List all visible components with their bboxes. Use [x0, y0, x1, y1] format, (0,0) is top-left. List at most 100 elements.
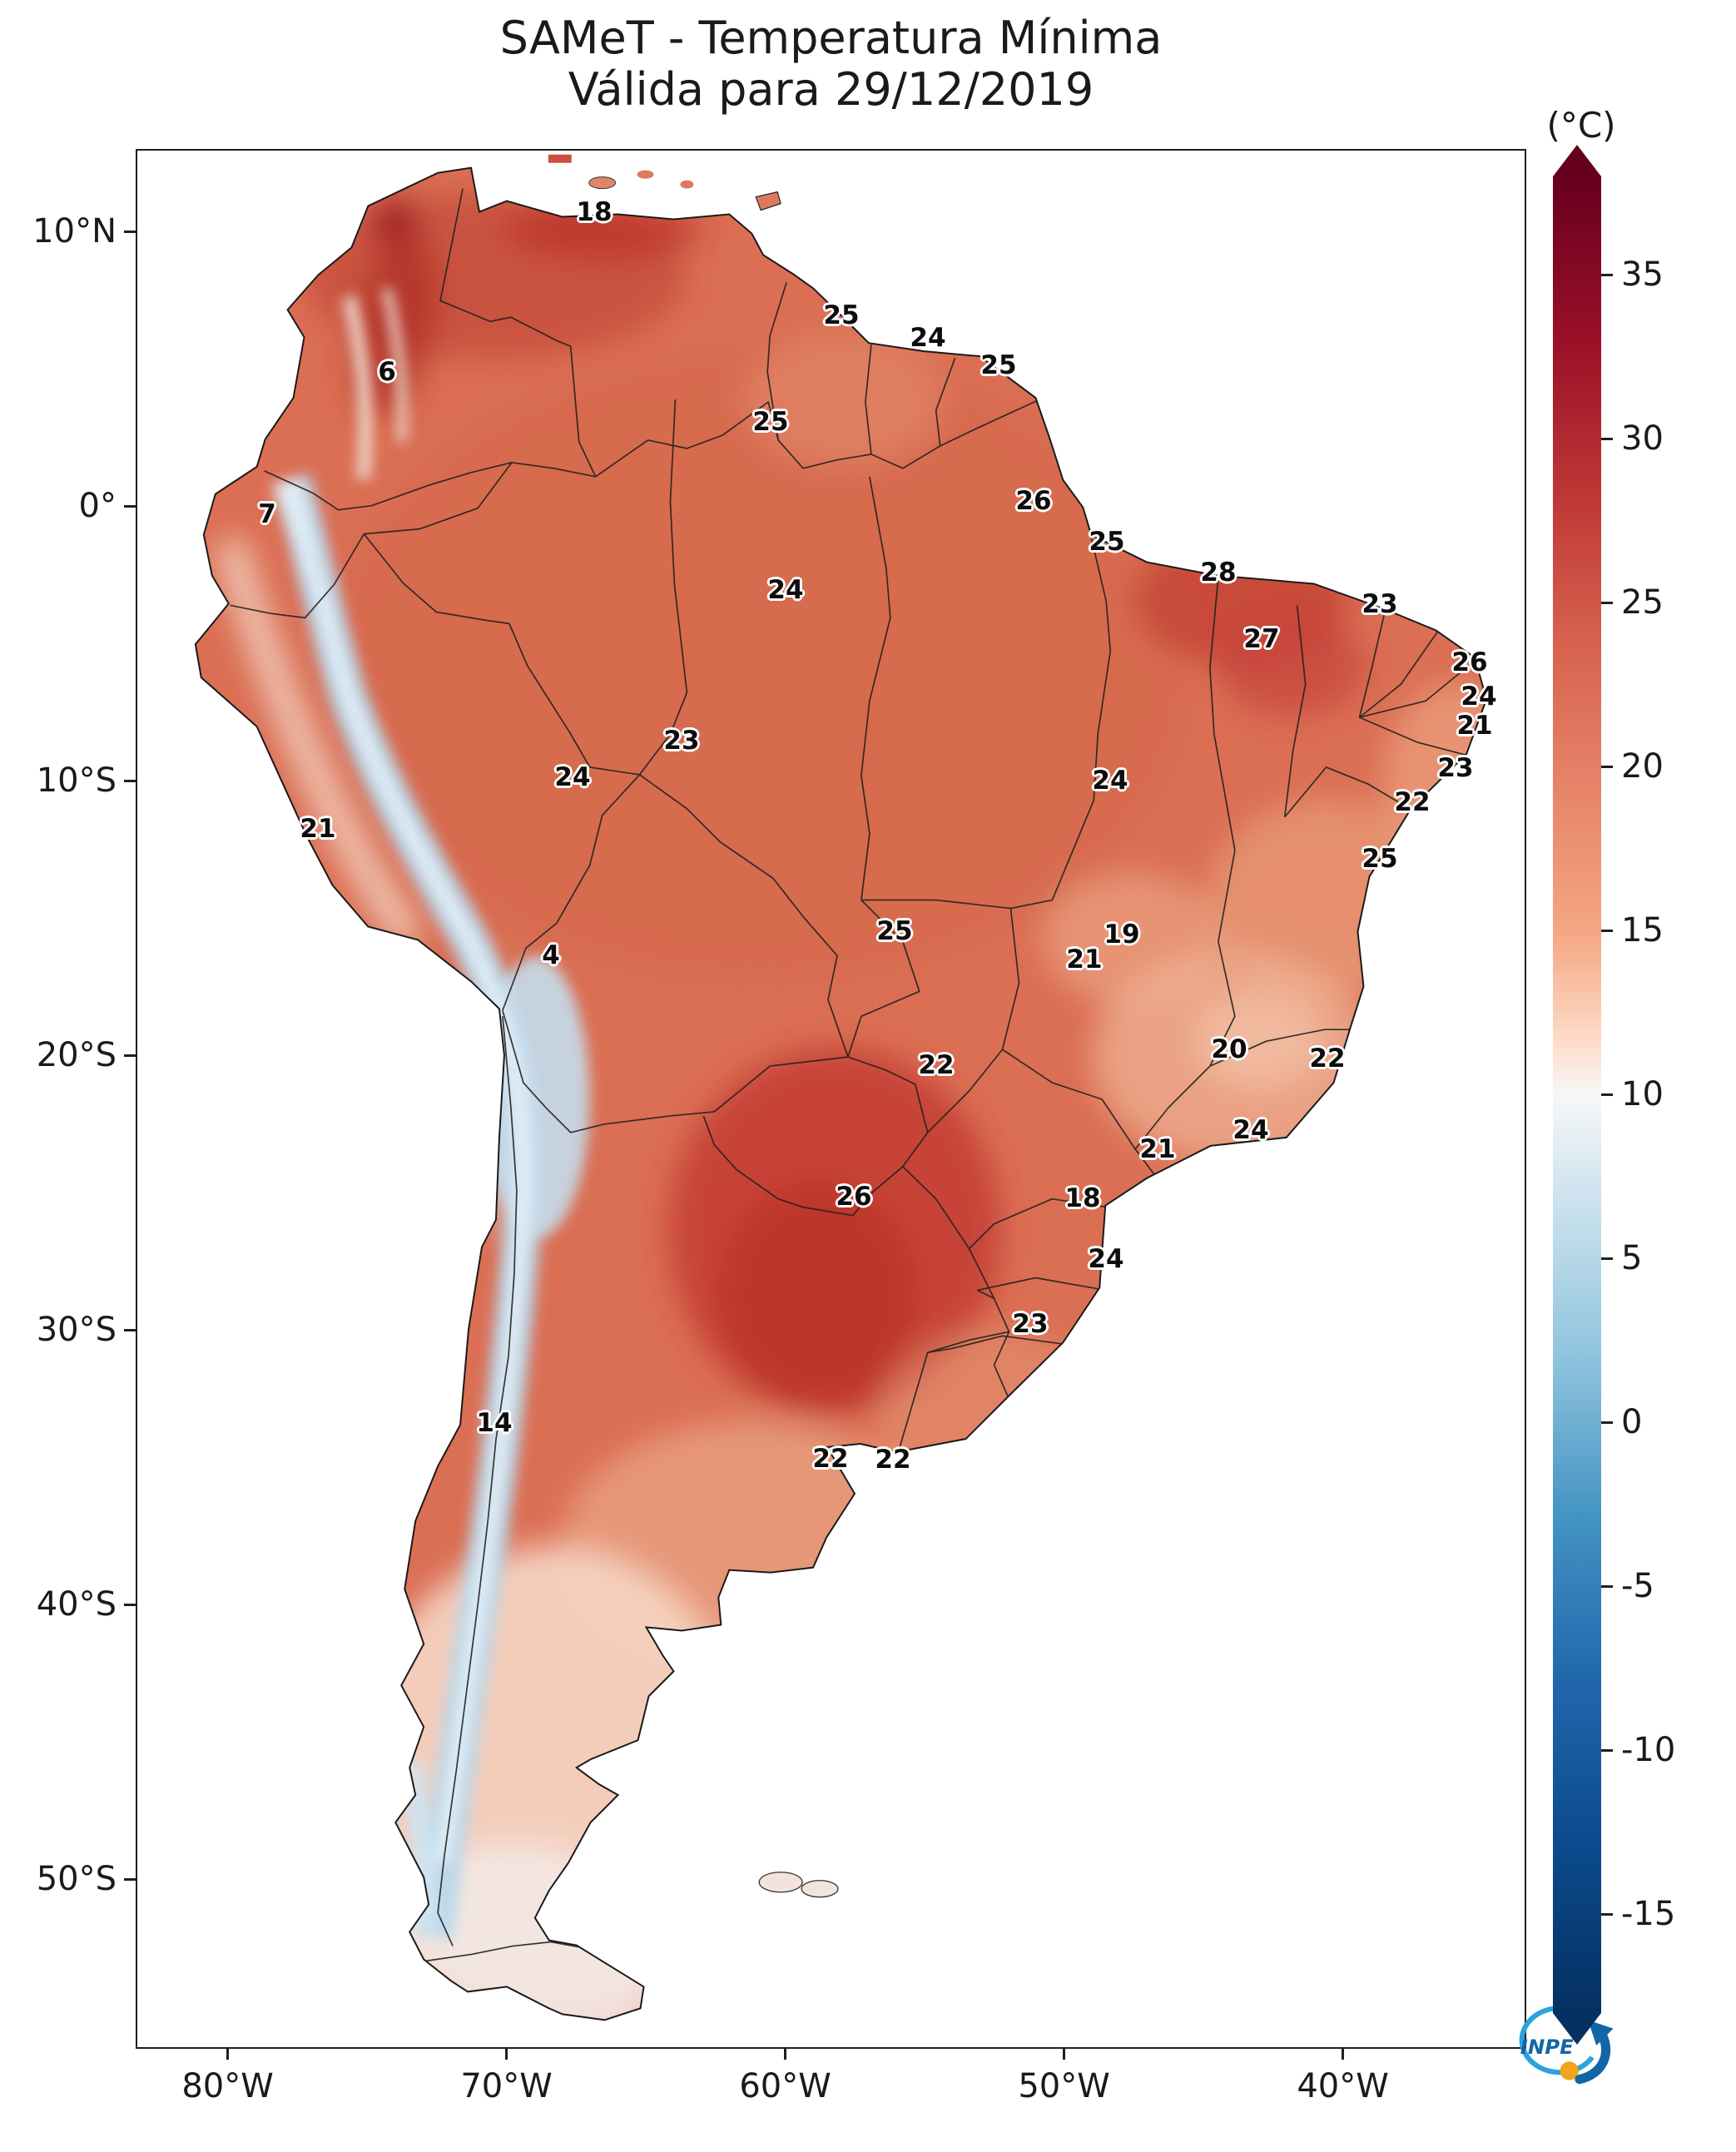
temp-value-label: 25	[876, 916, 913, 946]
lat-tick-label: 50°S	[36, 1860, 117, 1898]
colorbar-tick-mark	[1601, 1748, 1613, 1752]
temp-value-label: 18	[576, 197, 613, 227]
lon-tick-label: 70°W	[460, 2067, 553, 2105]
temp-value-label: 23	[1362, 589, 1398, 619]
colorbar-tick-mark	[1601, 1093, 1613, 1096]
colorbar-tick-label: 15	[1621, 911, 1664, 950]
temp-value-label: 22	[875, 1445, 911, 1475]
lat-tick-mark	[124, 1328, 136, 1331]
temp-value-label: 22	[1394, 787, 1431, 817]
colorbar-tick-label: 5	[1621, 1239, 1643, 1278]
lat-tick-mark	[124, 1054, 136, 1057]
temp-value-label: 26	[1451, 647, 1488, 677]
temp-value-label: 22	[1309, 1044, 1346, 1074]
lat-tick-mark	[124, 1603, 136, 1606]
lat-tick-mark	[124, 230, 136, 233]
temp-value-label: 28	[1200, 558, 1237, 588]
temp-value-label: 26	[1015, 486, 1052, 516]
temp-value-label: 4	[542, 940, 560, 970]
colorbar-tick-mark	[1601, 1584, 1613, 1588]
lon-tick-mark	[1063, 2049, 1066, 2060]
colorbar-gradient	[1553, 176, 1601, 2013]
temp-value-label: 24	[1092, 766, 1128, 796]
country-borders	[230, 188, 1477, 1962]
colorbar-tick-label: 10	[1621, 1075, 1664, 1114]
temp-value-label: 22	[812, 1444, 849, 1474]
temp-value-label: 23	[1437, 753, 1474, 783]
colorbar-extend-min-arrow	[1553, 2013, 1601, 2045]
temp-value-label: 26	[836, 1182, 872, 1212]
temp-value-label: 14	[476, 1408, 513, 1438]
colorbar-tick-mark	[1601, 929, 1613, 932]
figure-title: SAMeT - Temperatura Mínima	[499, 12, 1163, 64]
colorbar-tick-label: -5	[1621, 1567, 1654, 1606]
temp-value-label: 22	[918, 1050, 955, 1080]
temp-value-label: 25	[823, 300, 860, 330]
lat-tick-label: 30°S	[36, 1311, 117, 1349]
logo-orange-dot-icon	[1560, 2061, 1579, 2080]
temp-value-label: 24	[910, 323, 946, 353]
temp-value-label: 24	[1461, 682, 1497, 712]
colorbar-tick-mark	[1601, 601, 1613, 604]
lat-tick-mark	[124, 1877, 136, 1881]
temp-value-label: 25	[1089, 527, 1125, 557]
temp-value-label: 19	[1104, 920, 1140, 950]
colorbar-unit-label: (°C)	[1546, 105, 1616, 146]
temp-value-label: 18	[1064, 1183, 1101, 1213]
colorbar-tick-mark	[1601, 437, 1613, 440]
lat-tick-label: 40°S	[36, 1585, 117, 1624]
temp-value-label: 6	[378, 357, 396, 387]
lon-tick-label: 40°W	[1297, 2067, 1389, 2105]
temp-value-label: 21	[1456, 711, 1493, 741]
lat-tick-label: 10°N	[32, 212, 117, 250]
lon-tick-label: 50°W	[1018, 2067, 1110, 2105]
temp-value-label: 21	[300, 814, 336, 844]
colorbar-tick-label: 20	[1621, 747, 1664, 786]
lat-tick-label: 10°S	[36, 761, 117, 800]
colorbar-tick-mark	[1601, 1421, 1613, 1424]
colorbar-tick-label: 25	[1621, 583, 1664, 622]
temp-value-label: 21	[1139, 1134, 1176, 1164]
lon-tick-mark	[226, 2049, 230, 2060]
temp-value-label: 25	[980, 350, 1017, 380]
temp-value-label: 27	[1243, 624, 1280, 654]
colorbar-tick-mark	[1601, 273, 1613, 276]
lon-tick-mark	[784, 2049, 787, 2060]
lon-tick-mark	[505, 2049, 508, 2060]
colorbar-tick-mark	[1601, 1257, 1613, 1260]
colorbar-tick-label: 0	[1621, 1403, 1643, 1442]
temp-value-label: 24	[767, 575, 804, 605]
lat-tick-mark	[124, 504, 136, 508]
temp-value-label: 24	[554, 762, 591, 792]
temp-value-label: 7	[258, 499, 276, 529]
colorbar-tick-label: 30	[1621, 419, 1664, 459]
temp-value-label: 25	[1362, 844, 1398, 874]
temp-value-label: 25	[752, 407, 789, 437]
temp-value-label: 24	[1233, 1115, 1269, 1145]
south-america-map	[194, 154, 1488, 2021]
lat-tick-label: 0°	[78, 487, 117, 525]
colorbar	[1553, 145, 1601, 2045]
temperature-labels-layer: 18 25 24 25 6 25 26 25 7 28 24 23 27 26 24 21 23 24 23 24 22…	[137, 151, 1525, 2047]
lat-tick-label: 20°S	[36, 1036, 117, 1074]
lon-tick-label: 80°W	[181, 2067, 274, 2105]
plot-area: 18 25 24 25 6 25 26 25 7 28 24 23 27 26 24 21 23 24 23 24 22…	[136, 149, 1614, 2085]
temp-value-label: 20	[1211, 1034, 1247, 1064]
lat-tick-mark	[124, 779, 136, 782]
colorbar-tick-label: 35	[1621, 255, 1664, 295]
figure-subtitle: Válida para 29/12/2019	[568, 63, 1094, 116]
lon-tick-mark	[1342, 2049, 1345, 2060]
colorbar-tick-mark	[1601, 765, 1613, 768]
coastline	[194, 166, 1488, 2021]
islands	[548, 154, 839, 1898]
colorbar-tick-mark	[1601, 1912, 1613, 1916]
temp-value-label: 21	[1066, 945, 1103, 974]
temp-value-label: 23	[1012, 1309, 1049, 1339]
colorbar-tick-label: -10	[1621, 1731, 1676, 1770]
colorbar-tick-label: -15	[1621, 1895, 1676, 1934]
temp-value-label: 24	[1088, 1244, 1124, 1274]
colorbar-extend-max-arrow	[1553, 145, 1601, 176]
temp-value-label: 23	[663, 726, 700, 756]
lon-tick-label: 60°W	[739, 2067, 831, 2105]
